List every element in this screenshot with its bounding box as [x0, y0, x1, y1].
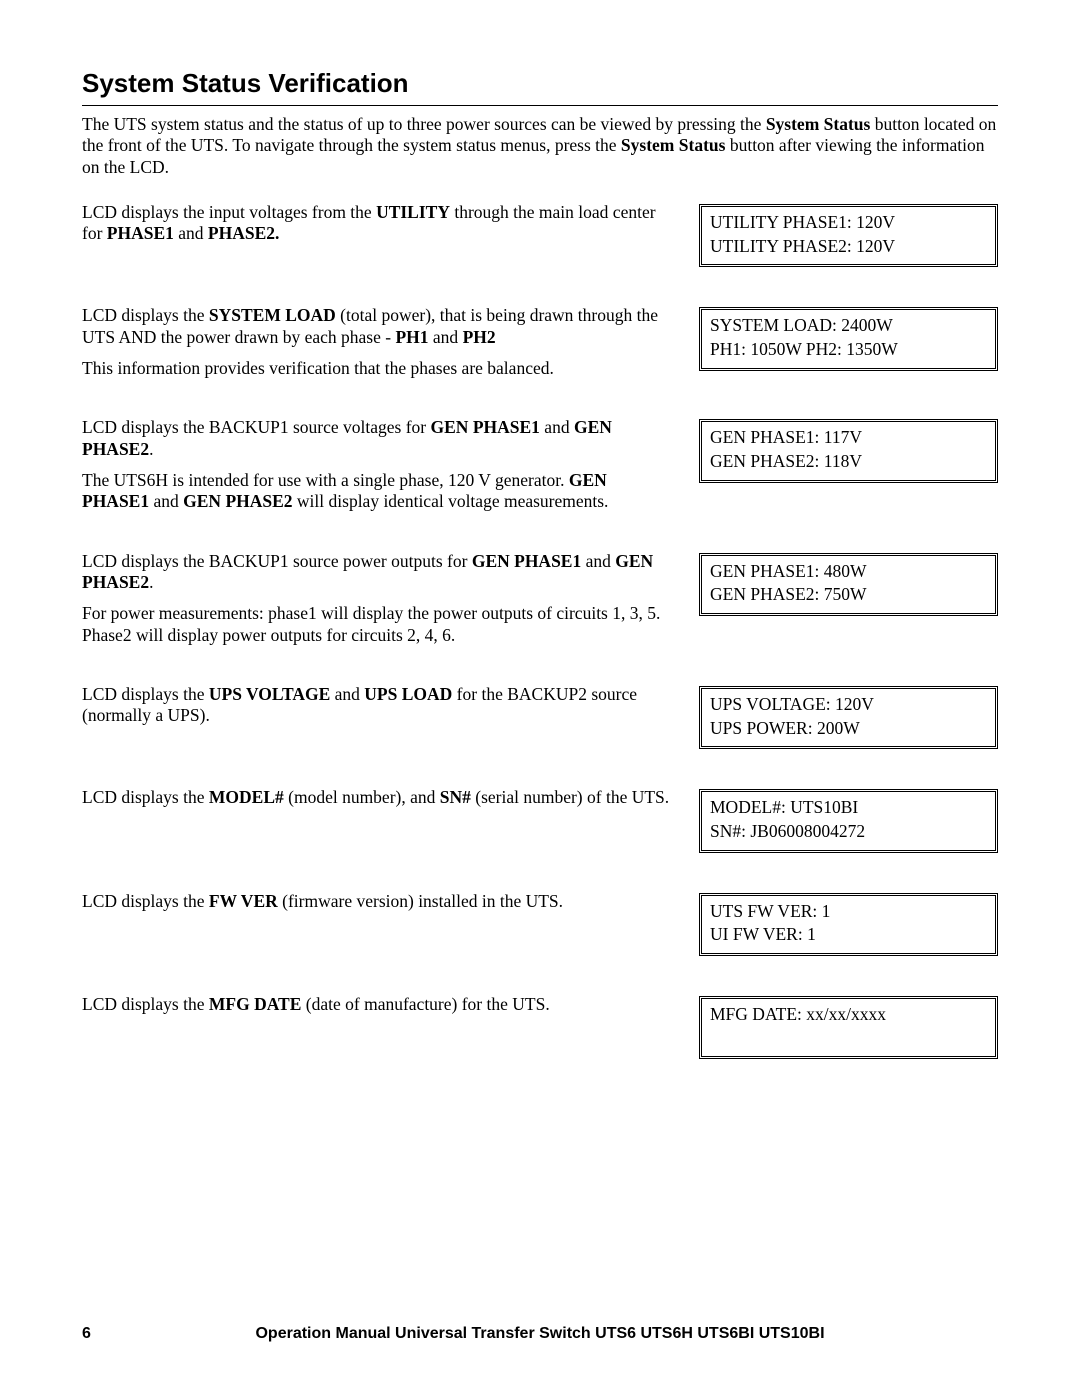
lcd-wrap: UPS VOLTAGE: 120VUPS POWER: 200W: [699, 684, 998, 749]
lcd-line: GEN PHASE1: 117V: [710, 426, 987, 450]
lcd-display: UTS FW VER: 1UI FW VER: 1: [699, 893, 998, 956]
lcd-display: GEN PHASE1: 117VGEN PHASE2: 118V: [699, 419, 998, 482]
description-paragraph: LCD displays the MFG DATE (date of manuf…: [82, 994, 677, 1015]
section-row: LCD displays the MFG DATE (date of manuf…: [82, 994, 998, 1059]
section-row: LCD displays the input voltages from the…: [82, 202, 998, 267]
section-description: LCD displays the input voltages from the…: [82, 202, 677, 245]
section-row: LCD displays the BACKUP1 source voltages…: [82, 417, 998, 512]
description-paragraph: LCD displays the BACKUP1 source voltages…: [82, 417, 677, 460]
section-description: LCD displays the SYSTEM LOAD (total powe…: [82, 305, 677, 379]
description-paragraph: LCD displays the input voltages from the…: [82, 202, 677, 245]
lcd-line: SN#: JB06008004272: [710, 820, 987, 844]
lcd-line: UPS VOLTAGE: 120V: [710, 693, 987, 717]
lcd-wrap: MFG DATE: xx/xx/xxxx: [699, 994, 998, 1059]
section-row: LCD displays the MODEL# (model number), …: [82, 787, 998, 852]
section-row: LCD displays the FW VER (firmware versio…: [82, 891, 998, 956]
lcd-line: PH1: 1050W PH2: 1350W: [710, 338, 987, 362]
lcd-display: GEN PHASE1: 480WGEN PHASE2: 750W: [699, 553, 998, 616]
section-description: LCD displays the BACKUP1 source power ou…: [82, 551, 677, 646]
page-title: System Status Verification: [82, 68, 998, 99]
section-row: LCD displays the UPS VOLTAGE and UPS LOA…: [82, 684, 998, 749]
lcd-line: MODEL#: UTS10BI: [710, 796, 987, 820]
lcd-display: MODEL#: UTS10BISN#: JB06008004272: [699, 789, 998, 852]
lcd-wrap: UTILITY PHASE1: 120VUTILITY PHASE2: 120V: [699, 202, 998, 267]
description-paragraph: LCD displays the UPS VOLTAGE and UPS LOA…: [82, 684, 677, 727]
lcd-line: UTS FW VER: 1: [710, 900, 987, 924]
lcd-wrap: SYSTEM LOAD: 2400WPH1: 1050W PH2: 1350W: [699, 305, 998, 370]
description-paragraph: The UTS6H is intended for use with a sin…: [82, 470, 677, 513]
lcd-line: SYSTEM LOAD: 2400W: [710, 314, 987, 338]
description-paragraph: LCD displays the SYSTEM LOAD (total powe…: [82, 305, 677, 348]
section-description: LCD displays the UPS VOLTAGE and UPS LOA…: [82, 684, 677, 727]
description-paragraph: This information provides verification t…: [82, 358, 677, 379]
section-description: LCD displays the MODEL# (model number), …: [82, 787, 677, 808]
description-paragraph: For power measurements: phase1 will disp…: [82, 603, 677, 646]
lcd-line: GEN PHASE2: 750W: [710, 583, 987, 607]
lcd-wrap: MODEL#: UTS10BISN#: JB06008004272: [699, 787, 998, 852]
section-description: LCD displays the MFG DATE (date of manuf…: [82, 994, 677, 1015]
lcd-line: UI FW VER: 1: [710, 923, 987, 947]
page-number: 6: [82, 1325, 212, 1343]
section-row: LCD displays the BACKUP1 source power ou…: [82, 551, 998, 646]
section-description: LCD displays the FW VER (firmware versio…: [82, 891, 677, 912]
lcd-wrap: UTS FW VER: 1UI FW VER: 1: [699, 891, 998, 956]
lcd-display: UPS VOLTAGE: 120VUPS POWER: 200W: [699, 686, 998, 749]
section-description: LCD displays the BACKUP1 source voltages…: [82, 417, 677, 512]
description-paragraph: LCD displays the FW VER (firmware versio…: [82, 891, 677, 912]
page: System Status Verification The UTS syste…: [0, 0, 1080, 1397]
lcd-line: UTILITY PHASE2: 120V: [710, 235, 987, 259]
lcd-line: UTILITY PHASE1: 120V: [710, 211, 987, 235]
lcd-line: [710, 1026, 987, 1050]
footer-text: Operation Manual Universal Transfer Swit…: [212, 1325, 868, 1343]
section-row: LCD displays the SYSTEM LOAD (total powe…: [82, 305, 998, 379]
title-rule: [82, 105, 998, 106]
lcd-line: MFG DATE: xx/xx/xxxx: [710, 1003, 987, 1027]
page-footer: 6 Operation Manual Universal Transfer Sw…: [82, 1325, 998, 1343]
lcd-line: UPS POWER: 200W: [710, 717, 987, 741]
lcd-wrap: GEN PHASE1: 480WGEN PHASE2: 750W: [699, 551, 998, 616]
lcd-wrap: GEN PHASE1: 117VGEN PHASE2: 118V: [699, 417, 998, 482]
lcd-display: MFG DATE: xx/xx/xxxx: [699, 996, 998, 1059]
description-paragraph: LCD displays the MODEL# (model number), …: [82, 787, 677, 808]
lcd-display: SYSTEM LOAD: 2400WPH1: 1050W PH2: 1350W: [699, 307, 998, 370]
lcd-line: GEN PHASE1: 480W: [710, 560, 987, 584]
lcd-display: UTILITY PHASE1: 120VUTILITY PHASE2: 120V: [699, 204, 998, 267]
lcd-line: GEN PHASE2: 118V: [710, 450, 987, 474]
description-paragraph: LCD displays the BACKUP1 source power ou…: [82, 551, 677, 594]
intro-paragraph: The UTS system status and the status of …: [82, 114, 998, 178]
sections-container: LCD displays the input voltages from the…: [82, 202, 998, 1059]
